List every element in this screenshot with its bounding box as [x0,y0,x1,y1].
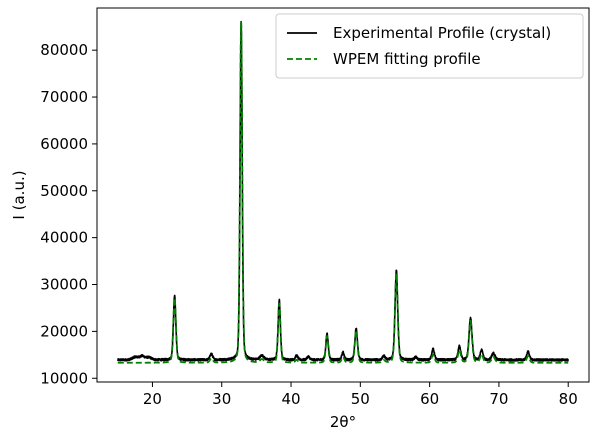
y-tick-label: 30000 [40,276,88,294]
y-tick-label: 60000 [40,135,88,153]
legend-box [275,13,584,79]
x-axis-label: 2θ° [330,413,356,431]
x-tick-label: 70 [489,390,508,408]
y-tick-label: 80000 [40,41,88,59]
y-axis: 10000 20000 30000 40000 50000 60000 70000 80000 [40,41,97,387]
legend: Experimental Profile (crystal) WPEM fitt… [275,13,584,79]
legend-label-experimental: Experimental Profile (crystal) [333,24,551,42]
y-tick-label: 70000 [40,88,88,106]
legend-label-wpem: WPEM fitting profile [333,50,481,68]
x-tick-label: 20 [143,390,162,408]
x-tick-label: 50 [351,390,370,408]
y-tick-label: 20000 [40,322,88,340]
x-tick-label: 80 [559,390,578,408]
x-tick-label: 30 [212,390,231,408]
series-layer [117,20,569,364]
x-tick-label: 40 [281,390,300,408]
series-line-experimental [117,20,569,362]
y-tick-label: 40000 [40,229,88,247]
series-line-wpem [117,21,569,364]
x-tick-label: 60 [420,390,439,408]
y-axis-label: I (a.u.) [10,170,28,219]
x-axis: 20 30 40 50 60 70 80 [143,382,578,408]
plot-area-frame [96,7,590,383]
y-tick-label: 10000 [40,369,88,387]
y-tick-label: 50000 [40,182,88,200]
